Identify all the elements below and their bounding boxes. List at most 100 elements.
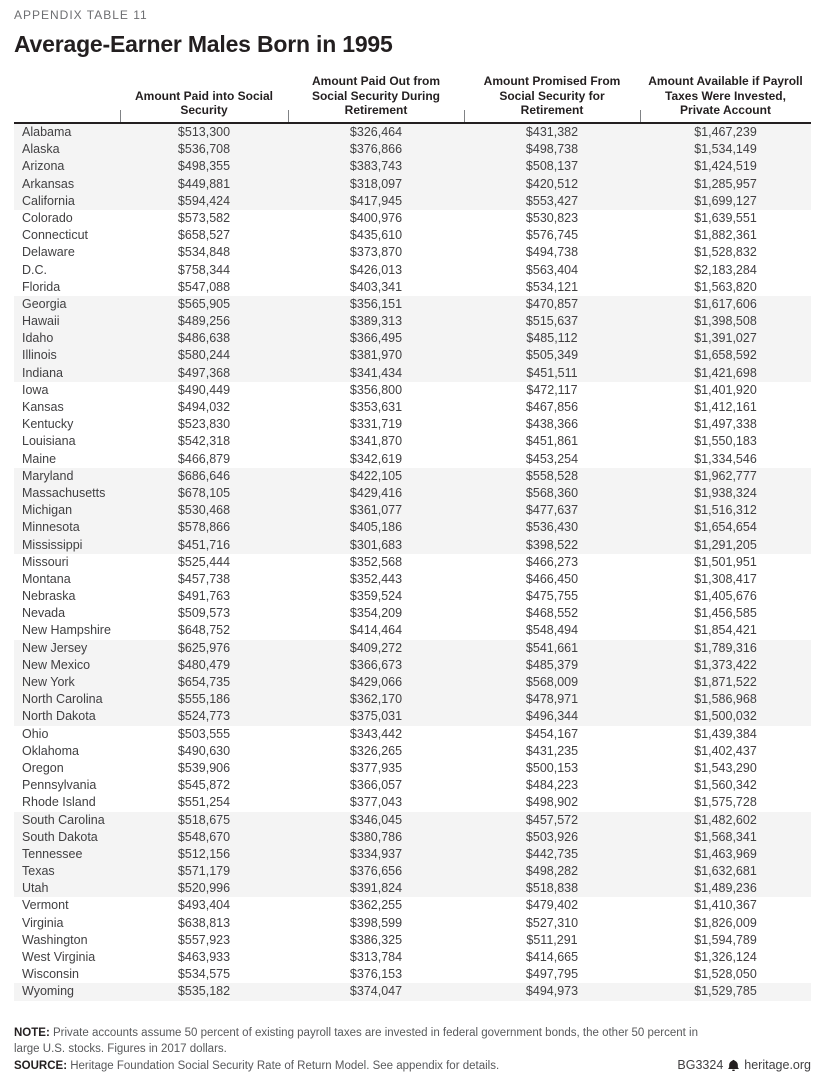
table-row: Oregon $539,906 $377,935 $500,153 $1,543,290 [14, 760, 811, 777]
value-cell: $362,170 [349, 692, 403, 707]
state-cell: Colorado [22, 210, 73, 225]
value-cell: $386,325 [349, 932, 403, 947]
value-cell: $422,105 [349, 468, 403, 483]
value-cell: $551,254 [177, 795, 231, 810]
value-cell: $485,112 [526, 331, 578, 346]
value-cell: $1,528,050 [694, 967, 757, 982]
value-cell: $313,784 [349, 950, 403, 964]
value-cell: $1,568,341 [694, 829, 757, 844]
value-cell: $1,482,602 [694, 812, 757, 827]
value-cell: $389,313 [349, 314, 403, 329]
value-cell: $400,976 [349, 210, 403, 225]
value-cell: $1,405,676 [694, 589, 757, 604]
state-cell: South Carolina [22, 812, 105, 827]
value-cell: $1,285,957 [694, 176, 757, 191]
value-cell: $523,830 [177, 417, 231, 432]
value-cell: $414,464 [349, 623, 403, 638]
value-cell: $354,209 [349, 606, 403, 621]
table-row: Colorado $573,582 $400,976 $530,823 $1,639,5… [14, 210, 811, 227]
state-cell: Alabama [22, 125, 72, 139]
value-cell: $1,575,728 [694, 795, 757, 810]
value-cell: $343,442 [349, 726, 403, 741]
value-cell: $648,752 [177, 623, 231, 638]
state-cell: Tennessee [22, 846, 83, 861]
value-cell: $1,938,324 [694, 485, 757, 500]
table-row: Arizona $498,355 $383,743 $508,137 $1,424,51… [14, 158, 811, 176]
value-cell: $470,857 [525, 296, 579, 311]
value-cell: $494,032 [177, 400, 231, 414]
value-cell: $1,291,205 [694, 537, 757, 552]
state-cell: Minnesota [22, 520, 80, 535]
state-cell: Iowa [22, 382, 49, 397]
value-cell: $301,683 [349, 537, 403, 552]
value-cell: $1,516,312 [694, 503, 757, 518]
value-cell: $494,738 [525, 245, 579, 260]
value-cell: $477,637 [525, 503, 579, 518]
value-cell: $498,738 [525, 142, 579, 157]
value-cell: $451,511 [526, 365, 578, 380]
table-row: Washington $557,923 $386,325 $511,291 $1,594… [14, 932, 811, 949]
value-cell: $376,656 [349, 864, 403, 879]
table-row: D.C. $758,344 $426,013 $563,404 $2,183,284 [14, 262, 811, 279]
value-cell: $496,344 [525, 709, 579, 724]
value-cell: $498,902 [525, 795, 579, 810]
value-cell: $376,153 [349, 967, 403, 982]
table-row: Mississippi $451,716 $301,683 $398,522 $1,29… [14, 536, 811, 554]
value-cell: $539,906 [177, 760, 231, 775]
state-cell: Pennsylvania [22, 778, 97, 793]
value-cell: $341,434 [349, 365, 403, 380]
state-cell: Idaho [22, 331, 54, 346]
value-cell: $1,500,032 [694, 709, 757, 724]
value-cell: $442,735 [525, 846, 579, 861]
state-cell: New York [22, 675, 75, 689]
state-cell: Vermont [22, 898, 69, 913]
report-id: BG3324 [677, 1058, 724, 1073]
value-cell: $346,045 [349, 812, 403, 827]
website-text: heritage.org [744, 1058, 811, 1073]
value-cell: $576,745 [525, 228, 579, 243]
value-cell: $497,368 [177, 365, 231, 380]
value-cell: $658,527 [177, 228, 231, 243]
value-cell: $530,823 [525, 210, 579, 225]
value-cell: $457,738 [177, 571, 231, 586]
table-row: Maine $466,879 $342,619 $453,254 $1,334,546 [14, 451, 811, 468]
value-cell: $486,638 [177, 331, 231, 346]
value-cell: $1,639,551 [694, 210, 757, 225]
state-cell: Delaware [22, 245, 75, 260]
table-row: New York $654,735 $429,066 $568,009 $1,871,5… [14, 674, 811, 692]
value-cell: $353,631 [349, 400, 403, 414]
state-cell: Maine [22, 451, 57, 466]
value-cell: $449,881 [177, 176, 231, 191]
table-row: Tennessee $512,156 $334,937 $442,735 $1,463,… [14, 845, 811, 864]
value-cell: $1,658,592 [694, 348, 757, 363]
table-row: Michigan $530,468 $361,077 $477,637 $1,516,3… [14, 502, 811, 520]
value-cell: $1,560,342 [694, 778, 757, 793]
header-divider-tick [120, 110, 121, 122]
table-row: Illinois $580,244 $381,970 $505,349 $1,658,5… [14, 347, 811, 365]
state-cell: Nevada [22, 606, 66, 621]
state-cell: Ohio [22, 726, 49, 741]
value-cell: $438,366 [525, 417, 579, 432]
value-cell: $361,077 [349, 503, 403, 518]
value-cell: $409,272 [349, 640, 403, 655]
value-cell: $508,137 [525, 159, 579, 174]
table-row: Idaho $486,638 $366,495 $485,112 $1,391,027 [14, 330, 811, 348]
value-cell: $362,255 [349, 898, 403, 913]
value-cell: $420,512 [525, 176, 579, 191]
value-cell: $1,789,316 [694, 640, 757, 655]
value-cell: $513,300 [177, 125, 231, 139]
table-row: Louisiana $542,318 $341,870 $451,861 $1,550,… [14, 433, 811, 450]
value-cell: $527,310 [525, 915, 579, 930]
state-cell: Arkansas [22, 176, 75, 191]
header-divider-tick [464, 110, 465, 122]
value-cell: $500,153 [525, 760, 579, 775]
value-cell: $352,443 [349, 571, 403, 586]
table-row: Kansas $494,032 $353,631 $467,856 $1,412,161 [14, 399, 811, 416]
note-text: NOTE: Private accounts assume 50 percent… [14, 1027, 698, 1055]
value-cell: $466,273 [525, 554, 579, 569]
state-cell: Wyoming [22, 984, 74, 999]
value-cell: $1,543,290 [694, 760, 757, 775]
value-cell: $545,872 [177, 778, 231, 793]
value-cell: $490,449 [177, 382, 231, 397]
